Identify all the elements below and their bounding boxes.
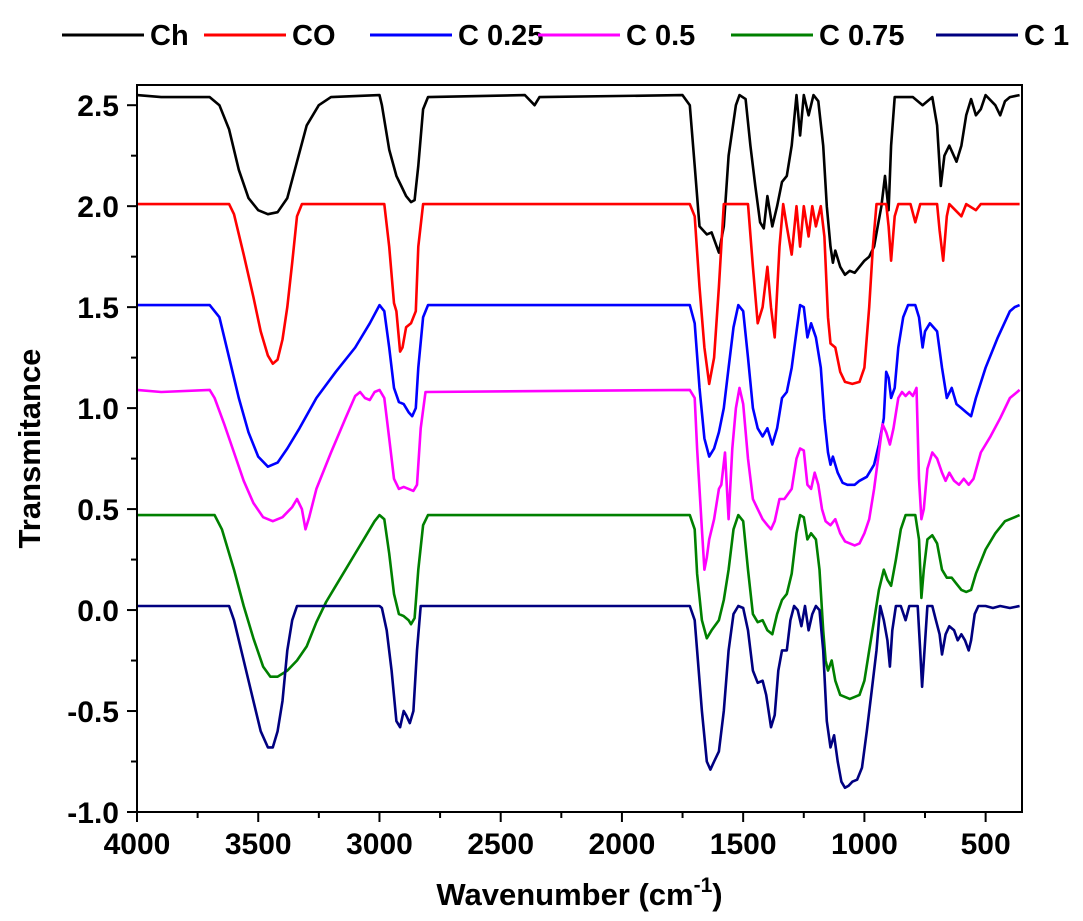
- x-axis-title: Wavenumber (cm-1): [436, 874, 722, 912]
- legend-label: C 0.5: [626, 20, 695, 52]
- series-line-c-0-75: [137, 513, 1021, 701]
- x-tick-label: 3500: [225, 828, 292, 861]
- x-tick-label: 3000: [346, 828, 413, 861]
- x-axis-title-text: Wavenumber (cm: [436, 877, 693, 912]
- x-tick-label: 2500: [467, 828, 534, 861]
- x-axis-title-superscript: -1: [694, 874, 713, 897]
- legend-label: C 1: [1024, 20, 1069, 52]
- y-tick-label: 1.0: [77, 393, 119, 426]
- legend-label: CO: [292, 20, 336, 52]
- legend-label: Ch: [150, 20, 189, 52]
- series-line-c-1: [137, 604, 1020, 790]
- y-axis: -1.0 -0.5 0.0 0.5 1.0 1.5 2.0 2.5: [67, 90, 137, 830]
- y-tick-label: 2.5: [77, 90, 119, 123]
- x-axis-title-close: ): [712, 877, 722, 912]
- legend-item: C 0.25: [370, 20, 543, 52]
- x-tick-label: 1500: [710, 828, 777, 861]
- x-axis: 4000 3500 3000 2500 2000 1500 1000 500: [104, 812, 1011, 861]
- y-axis-title: Transmitance: [12, 349, 47, 549]
- x-tick-label: 2000: [589, 828, 656, 861]
- x-tick-label: 4000: [104, 828, 171, 861]
- legend-label: C 0.25: [458, 20, 543, 52]
- y-tick-label: 1.5: [77, 292, 119, 325]
- y-tick-label: 2.0: [77, 191, 119, 224]
- series-line-c-0-5: [136, 386, 1021, 571]
- legend-item: C 0.75: [731, 20, 904, 52]
- y-tick-label: 0.0: [77, 595, 119, 628]
- y-tick-label: -0.5: [67, 696, 119, 729]
- series-layer: [136, 93, 1021, 790]
- y-tick-label: -1.0: [67, 797, 119, 830]
- series-line-c-0-25: [137, 303, 1021, 487]
- legend-item: CO: [204, 20, 336, 52]
- legend-item: C 1: [936, 20, 1069, 52]
- legend: Ch CO C 0.25 C 0.5 C 0.75 C 1: [62, 20, 1069, 52]
- x-tick-label: 500: [961, 828, 1011, 861]
- plot-frame: [136, 84, 1023, 813]
- series-line-ch: [136, 93, 1020, 277]
- series-line-co: [137, 202, 1020, 386]
- legend-item: Ch: [62, 20, 189, 52]
- y-tick-label: 0.5: [77, 494, 119, 527]
- legend-label: C 0.75: [819, 20, 904, 52]
- x-tick-label: 1000: [831, 828, 898, 861]
- legend-item: C 0.5: [538, 20, 695, 52]
